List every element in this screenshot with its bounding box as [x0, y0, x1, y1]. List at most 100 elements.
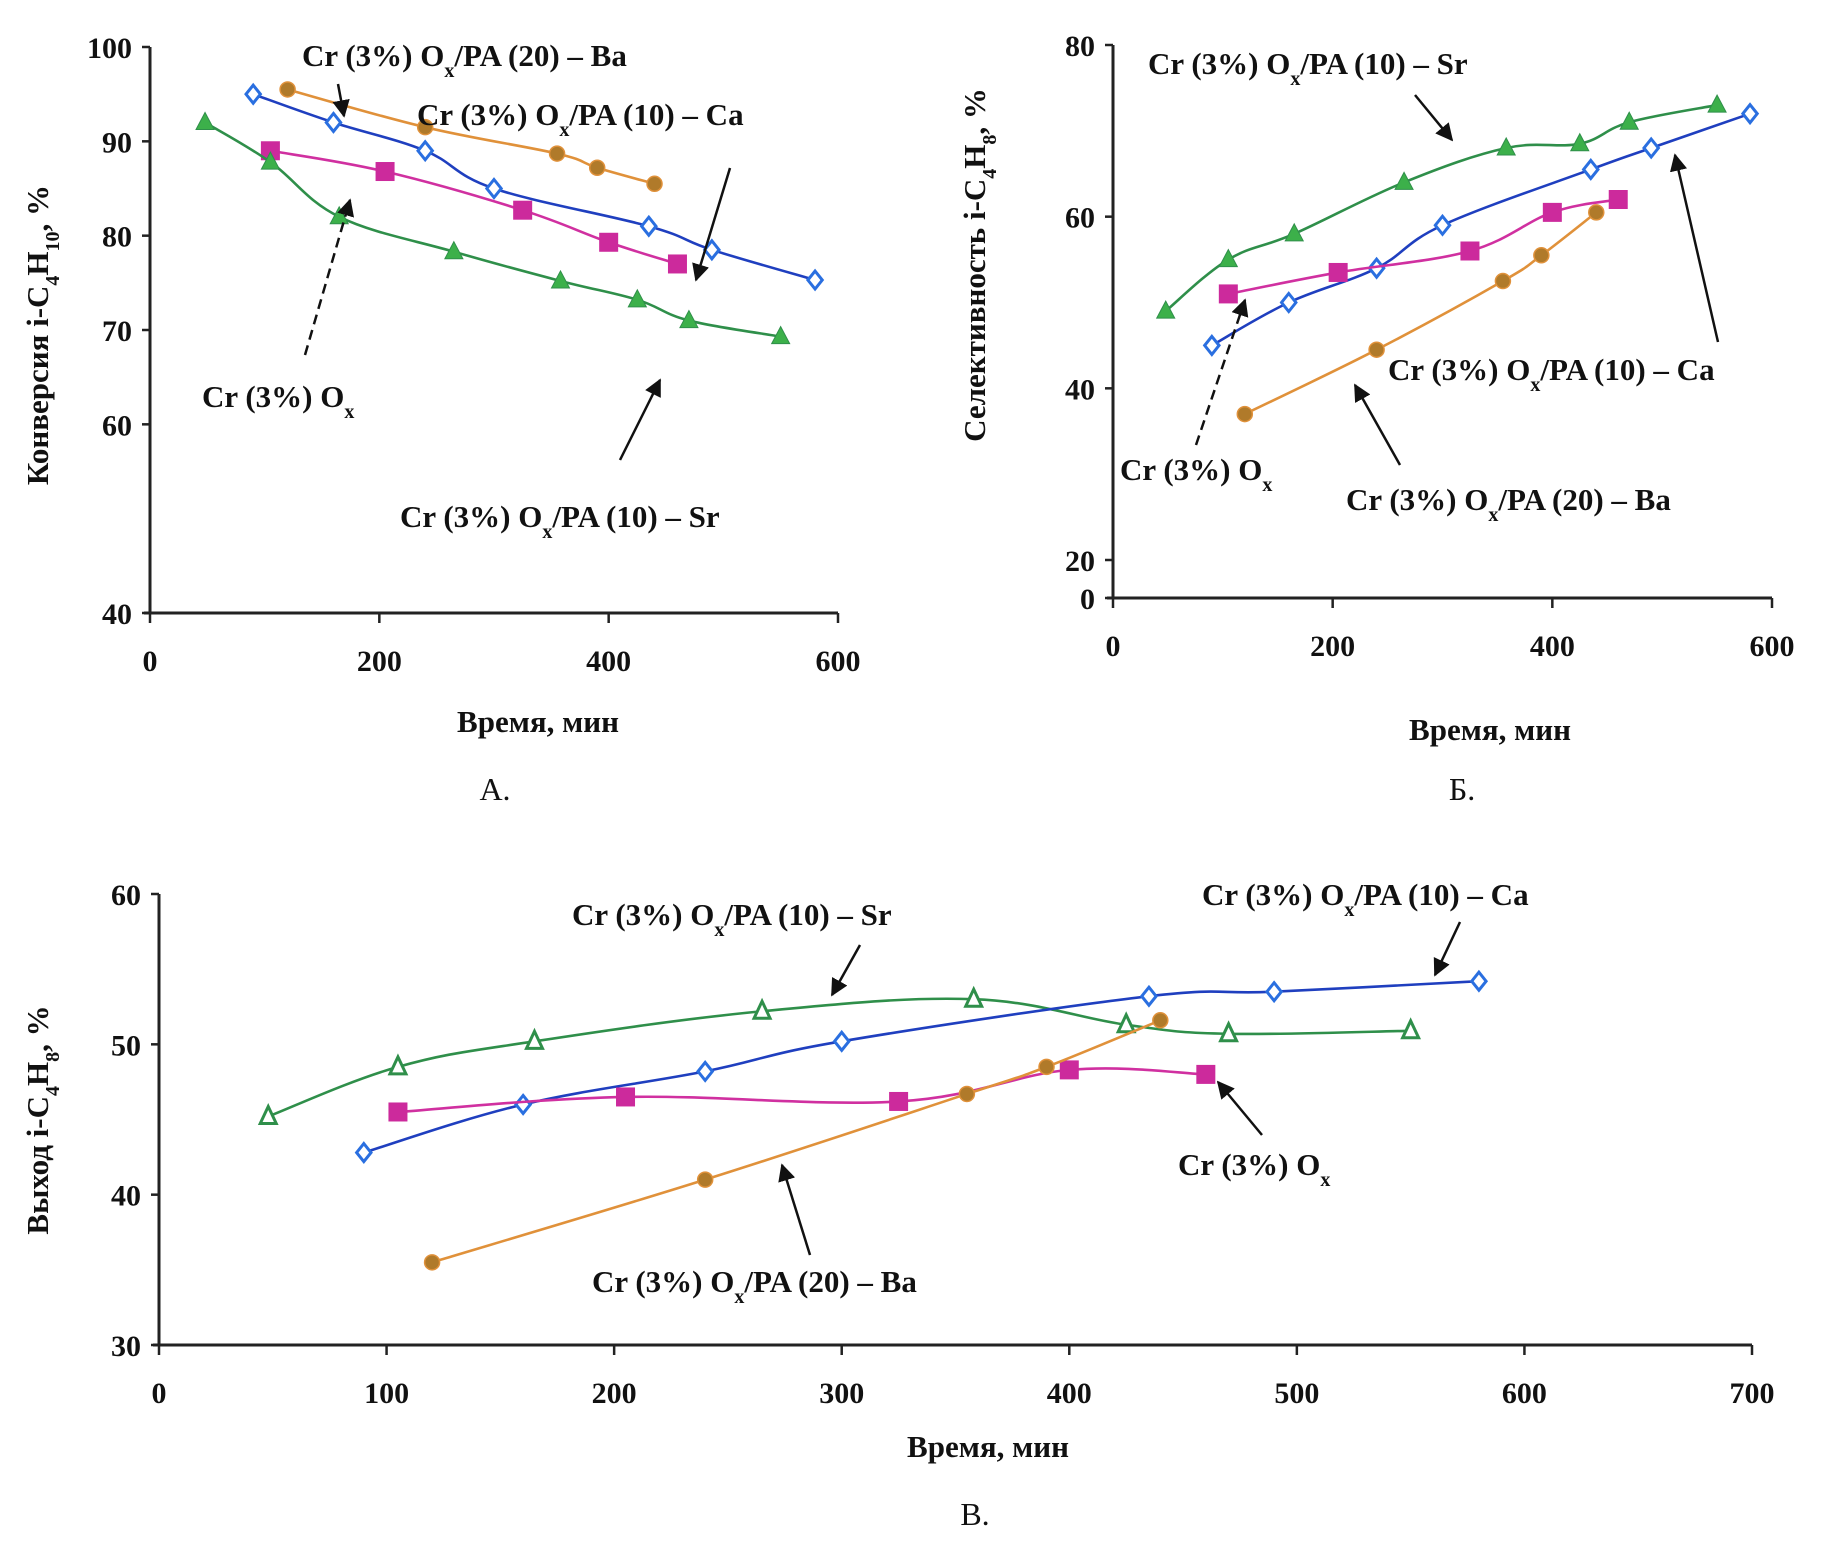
- data-point-cr: [1460, 241, 1480, 261]
- chart-b-y-title-mid: H: [957, 145, 992, 169]
- data-point-ba: [423, 1254, 441, 1271]
- chart-b-y-title-sub2: 8: [979, 135, 1001, 145]
- data-point-sr: [1218, 248, 1239, 268]
- data-point-sr: [1115, 1011, 1137, 1034]
- chart-b-annotation-ca: Cr (3%) Ox/PA (10) – Ca: [1388, 352, 1715, 396]
- chart-c-y-title-sub2: 8: [42, 1052, 64, 1062]
- annot-text: Cr (3%) O: [417, 97, 559, 132]
- annot-text: Cr (3%) O: [572, 897, 714, 932]
- y-tick-label: 40: [102, 598, 132, 631]
- data-point-ca: [1642, 136, 1661, 160]
- annot-text: /PA (20) – Ba: [743, 1264, 917, 1299]
- chart-b-annotation-ba: Cr (3%) Ox/PA (20) – Ba: [1346, 482, 1671, 526]
- data-point-ca: [354, 1141, 373, 1164]
- series-cr: [388, 1060, 1216, 1122]
- chart-c-arrow-ca: [1433, 921, 1462, 977]
- data-point-sr: [679, 309, 699, 329]
- series-line-sr: [1164, 103, 1718, 313]
- data-point-cr: [1608, 190, 1628, 209]
- series-line-ca: [363, 979, 1479, 1154]
- data-point-ba: [416, 118, 434, 136]
- series-line-cr: [270, 149, 678, 266]
- data-point-ca: [416, 139, 435, 163]
- data-point-sr: [1496, 136, 1517, 156]
- series-cr: [260, 141, 687, 274]
- chart-c-arrow-cr: [1216, 1080, 1263, 1136]
- annot-sub: x: [714, 919, 724, 941]
- data-point-ba: [1494, 272, 1512, 290]
- annot-sub: x: [1262, 474, 1272, 496]
- series-line-ba: [1244, 211, 1598, 416]
- chart-b-arrow-sr: [1414, 94, 1454, 142]
- annot-text: /PA (10) – Sr: [551, 499, 720, 534]
- y-tick-label: 60: [1065, 202, 1095, 235]
- data-point-ca: [244, 82, 263, 106]
- chart-a-plot-area: [195, 81, 825, 345]
- data-point-sr: [444, 240, 464, 260]
- chart-b-ticks: 0 200 400 600 0 20 40 60 80: [1065, 30, 1795, 663]
- annot-text: Cr (3%) O: [202, 379, 344, 414]
- chart-a-y-title-sub2: 10: [42, 231, 64, 251]
- chart-a-annotation-ba: Cr (3%) Ox/PA (20) – Ba: [302, 38, 627, 82]
- data-point-ba: [1152, 1012, 1169, 1029]
- y-tick-label: 80: [102, 221, 132, 254]
- chart-a-y-axis-title: Конверсия i-C4H10, %: [20, 185, 64, 485]
- chart-b-x-axis-title: Время, мин: [1409, 712, 1571, 747]
- x-tick-label: 500: [1274, 1377, 1319, 1410]
- chart-a-arrow-sr: [618, 378, 662, 461]
- series-cr: [1218, 190, 1628, 304]
- y-tick-label: 30: [111, 1330, 141, 1363]
- data-point-cr: [599, 232, 619, 252]
- data-point-ca: [1264, 980, 1284, 1004]
- data-point-cr: [1218, 284, 1238, 304]
- chart-b-arrow-ba: [1353, 383, 1402, 466]
- chart-selectivity: 0 200 400 600 0 20 40 60 80 Время, мин Селективн…: [957, 30, 1795, 807]
- data-point-sr: [1400, 1017, 1422, 1040]
- annot-sub: x: [1290, 68, 1300, 90]
- data-point-ba: [958, 1085, 976, 1103]
- data-point-ca: [1279, 291, 1298, 314]
- chart-b-annotation-cr: Cr (3%) Ox: [1120, 452, 1272, 496]
- annot-text: Cr (3%) O: [1202, 877, 1344, 912]
- y-tick-label: 50: [111, 1029, 141, 1062]
- data-point-ca: [1740, 102, 1760, 126]
- data-point-cr: [513, 200, 533, 220]
- chart-b-arrow-ca: [1670, 153, 1720, 343]
- chart-b-y-title-end: , %: [957, 88, 992, 135]
- data-point-ba: [1236, 405, 1254, 423]
- chart-c-panel-label: В.: [960, 1496, 989, 1532]
- chart-b-y-title-main: Селективность i-C: [957, 179, 992, 442]
- y-tick-label: 40: [1065, 373, 1095, 406]
- data-point-sr: [260, 151, 281, 170]
- data-point-sr: [1569, 132, 1590, 152]
- data-point-ca: [484, 177, 504, 200]
- chart-c-arrow-ba: [778, 1163, 812, 1256]
- data-point-sr: [1284, 222, 1305, 242]
- data-point-sr: [257, 1102, 279, 1125]
- x-tick-label: 200: [1310, 630, 1355, 663]
- x-tick-label: 200: [357, 645, 402, 678]
- data-point-ca: [324, 111, 343, 134]
- chart-a-annotation-cr: Cr (3%) Ox: [202, 379, 354, 423]
- chart-a-panel-label: А.: [479, 771, 510, 807]
- data-point-ca: [1469, 969, 1489, 993]
- data-point-sr: [963, 985, 985, 1008]
- series-ba: [279, 81, 663, 193]
- chart-b-y-title-sub1: 4: [979, 169, 1001, 179]
- annot-text: Cr (3%) O: [400, 499, 542, 534]
- chart-a-y-title-main: Конверсия i-C: [20, 286, 55, 486]
- annot-sub: x: [444, 60, 454, 82]
- x-tick-label: 400: [1530, 630, 1575, 663]
- annot-sub: x: [344, 401, 354, 423]
- data-point-ba: [696, 1171, 714, 1188]
- data-point-ba: [588, 159, 606, 176]
- chart-b-arrow-cr: [1194, 298, 1249, 446]
- data-point-sr: [387, 1053, 409, 1076]
- y-tick-label: 70: [102, 315, 132, 348]
- data-point-ca: [832, 1029, 851, 1053]
- series-ca: [1202, 102, 1760, 357]
- annot-sub: x: [559, 119, 569, 141]
- annot-sub: x: [1344, 899, 1354, 921]
- annot-text: Cr (3%) O: [1178, 1147, 1320, 1182]
- chart-c-arrow-sr: [830, 944, 862, 997]
